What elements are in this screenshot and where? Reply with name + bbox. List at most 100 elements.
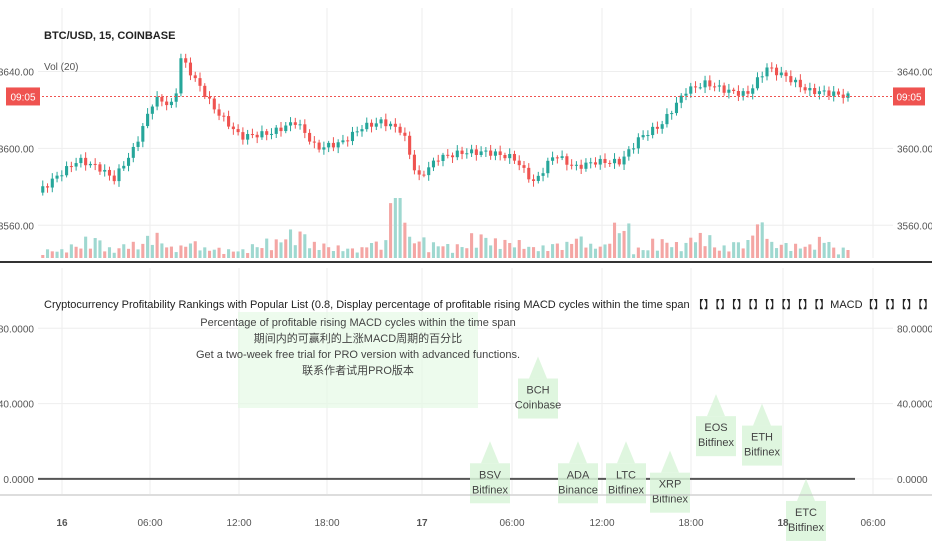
candle-body [441,154,445,162]
volume-bar [612,222,617,258]
x-tick-label: 06:00 [137,518,162,529]
candle-body [360,129,364,132]
candle-body [760,76,764,78]
volume-bar [65,252,69,258]
volume-bar [841,247,845,258]
candle-body [384,119,388,127]
volume-bar [693,242,698,258]
volume-bar [622,230,626,258]
candle-body [317,142,321,150]
volume-bar [474,247,478,258]
rank-label-bsv: BSV Bitfinex [470,441,510,504]
candle-body [832,91,836,96]
rank-symbol: BSV [479,469,502,481]
candle-body [131,146,135,158]
rank-exchange: Bitfinex [788,522,825,534]
volume-bar [632,254,636,258]
candle-body [765,67,769,77]
candle-body [794,79,798,83]
y-tick-label-left: 3600.00 [0,144,34,155]
volume-bar [69,244,73,258]
volume-bar [107,247,112,258]
candle-body [69,166,73,168]
candle-body [565,156,569,165]
volume-bar [60,249,64,258]
candle-body [188,62,193,76]
x-tick-label: 18 [777,518,789,529]
volume-label: Vol (20) [44,62,78,73]
candle-body [579,164,583,169]
candle-body [169,101,173,106]
annotation-line: Get a two-week free trial for PRO versio… [196,349,520,361]
volume-bar [832,247,836,258]
volume-bar [427,252,431,258]
volume-bar [298,231,302,258]
candle-body [489,150,493,156]
price-badge-left: 09:05 [6,87,40,106]
candle-body [117,168,121,182]
candle-body [474,149,478,155]
volume-bar [746,240,750,258]
rank-exchange: Bitfinex [472,484,509,496]
candle-body [222,115,226,117]
candle-body [641,135,645,138]
rank-exchange: Binance [558,484,598,496]
volume-bar [498,248,502,258]
x-tick-label: 06:00 [499,518,524,529]
volume-bar [188,243,193,258]
volume-bar [660,239,664,258]
volume-bar [727,251,731,258]
volume-bar [160,243,164,258]
volume-bar [522,248,526,258]
volume-bar [293,245,297,258]
volume-bar [603,244,607,258]
volume-bar [784,243,788,258]
volume-bar [165,247,169,258]
volume-bar [608,243,612,258]
candle-body [646,135,650,137]
candle-body [146,113,150,127]
candle-body [84,157,88,166]
candle-body [584,162,588,169]
candle-body [493,151,497,156]
candle-body [322,147,326,150]
volume-bar [288,229,293,258]
candle-body [174,93,178,102]
candle-body [484,150,488,152]
candle-body [227,116,231,127]
volume-bar [412,243,416,258]
volume-bar [150,244,154,258]
candle-body [155,96,159,107]
rank-label-ada: ADA Binance [558,441,598,504]
candle-body [813,87,817,95]
candle-body [112,175,116,182]
candle-body [246,134,250,140]
candle-body [732,89,736,91]
volume-bar [470,233,474,258]
volume-bar [798,248,802,258]
volume-bar [670,247,674,258]
candle-body [508,153,512,159]
candle-body [455,150,459,158]
candle-body [822,90,826,92]
volume-bar [279,242,283,258]
candle-body [827,90,831,96]
price-candles[interactable] [41,53,850,196]
candle-body [546,160,550,174]
volume-bar [217,247,221,258]
volume-bar [193,241,197,258]
candle-body [660,124,664,129]
rank-label-bch: BCH Coinbase [515,356,561,419]
volume-bar [146,235,150,258]
volume-bar [227,249,231,258]
volume-bar [398,198,402,258]
volume-bar [131,241,135,258]
candle-body [179,58,183,94]
candle-body [350,131,355,142]
candle-body [93,163,97,165]
y-tick-label-left: 3640.00 [0,67,34,78]
candle-body [346,140,350,142]
candle-body [103,169,107,172]
candle-body [303,124,307,133]
